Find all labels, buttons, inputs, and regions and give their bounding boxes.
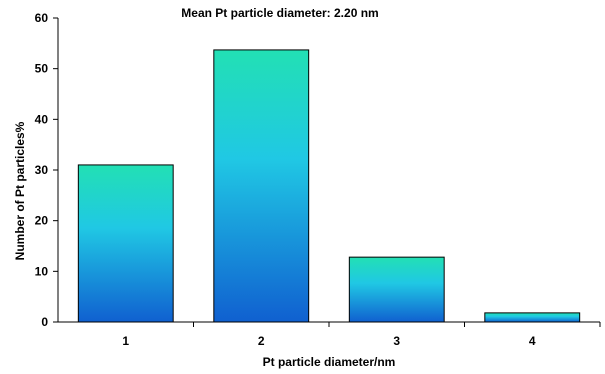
y-tick-label: 30 [35, 163, 49, 177]
bar-2 [213, 49, 310, 323]
y-tick-label: 20 [35, 214, 49, 228]
bars-group [77, 49, 581, 323]
y-tick-label: 0 [41, 315, 48, 329]
bar-3 [348, 256, 445, 323]
y-tick-label: 10 [35, 264, 49, 278]
x-tick-label: 1 [122, 334, 129, 348]
x-tick-label: 2 [258, 334, 265, 348]
y-axis-title: Number of Pt particles% [13, 121, 27, 260]
bar-1 [77, 164, 174, 323]
x-tick-label: 3 [393, 334, 400, 348]
y-tick-label: 50 [35, 62, 49, 76]
chart-title: Mean Pt particle diameter: 2.20 nm [181, 6, 378, 20]
x-axis-title: Pt particle diameter/nm [263, 355, 396, 369]
x-tick-label: 4 [529, 334, 536, 348]
x-axis-ticks: 1 2 3 4 [122, 322, 601, 348]
y-axis-ticks: 0 10 20 30 40 50 60 [35, 11, 58, 329]
y-tick-label: 40 [35, 112, 49, 126]
y-tick-label: 60 [35, 11, 49, 25]
bar-4 [484, 312, 581, 323]
